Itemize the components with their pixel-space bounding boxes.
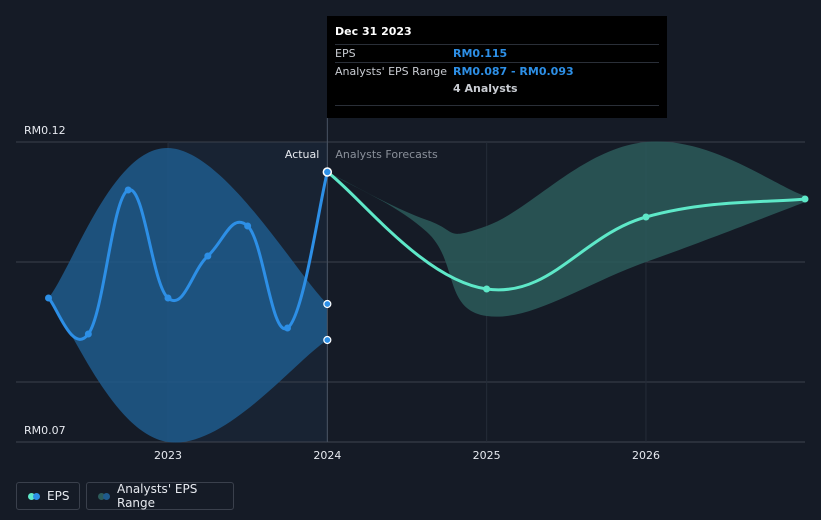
legend-eps[interactable]: EPS	[16, 482, 80, 510]
eps-forecast-point[interactable]	[801, 195, 809, 203]
x-tick-label: 2023	[154, 449, 182, 462]
eps-forecast-line	[326, 170, 806, 292]
eps-forecast-point[interactable]	[483, 285, 491, 293]
range-endpoint[interactable]	[323, 299, 332, 309]
eps-actual-point[interactable]	[244, 222, 252, 230]
tooltip-divider	[335, 105, 659, 106]
legend-eps-label: EPS	[47, 489, 70, 503]
tooltip: Dec 31 2023 EPS RM0.115 Analysts' EPS Ra…	[327, 16, 667, 118]
x-tick-label: 2024	[313, 449, 341, 462]
eps-actual-point[interactable]	[164, 294, 172, 302]
y-label-bottom: RM0.07	[24, 424, 66, 437]
eps-actual-point[interactable]	[204, 252, 212, 260]
actual-range-band	[48, 147, 328, 443]
eps-actual-point[interactable]	[45, 294, 53, 302]
x-tick-label: 2025	[473, 449, 501, 462]
eps-legend-icon	[28, 492, 40, 500]
tooltip-range-row: Analysts' EPS Range RM0.087 - RM0.093	[335, 62, 659, 80]
legend-range[interactable]: Analysts' EPS Range	[86, 482, 234, 510]
tooltip-eps-value: RM0.115	[453, 47, 508, 60]
tooltip-eps-label: EPS	[335, 47, 356, 60]
tooltip-analysts-row: 4 Analysts	[335, 80, 659, 97]
tooltip-analysts: 4 Analysts	[453, 82, 518, 95]
eps-actual-point[interactable]	[283, 324, 291, 332]
tooltip-eps-row: EPS RM0.115	[335, 44, 659, 62]
forecast-range-band	[327, 141, 806, 317]
eps-actual-point[interactable]	[322, 167, 333, 177]
eps-actual-point[interactable]	[124, 186, 132, 194]
eps-forecast-point[interactable]	[642, 213, 650, 221]
tooltip-date: Dec 31 2023	[335, 25, 412, 38]
range-endpoint[interactable]	[323, 335, 332, 345]
legend-range-label: Analysts' EPS Range	[117, 482, 198, 510]
region-label-forecast: Analysts Forecasts	[335, 148, 438, 161]
y-label-top: RM0.12	[24, 124, 66, 137]
range-legend-icon	[98, 492, 110, 500]
eps-actual-point[interactable]	[84, 330, 92, 338]
tooltip-range-label: Analysts' EPS Range	[335, 65, 448, 78]
x-tick-label: 2026	[632, 449, 660, 462]
region-label-actual: Actual	[285, 148, 319, 161]
tooltip-range-value: RM0.087 - RM0.093	[453, 65, 574, 78]
